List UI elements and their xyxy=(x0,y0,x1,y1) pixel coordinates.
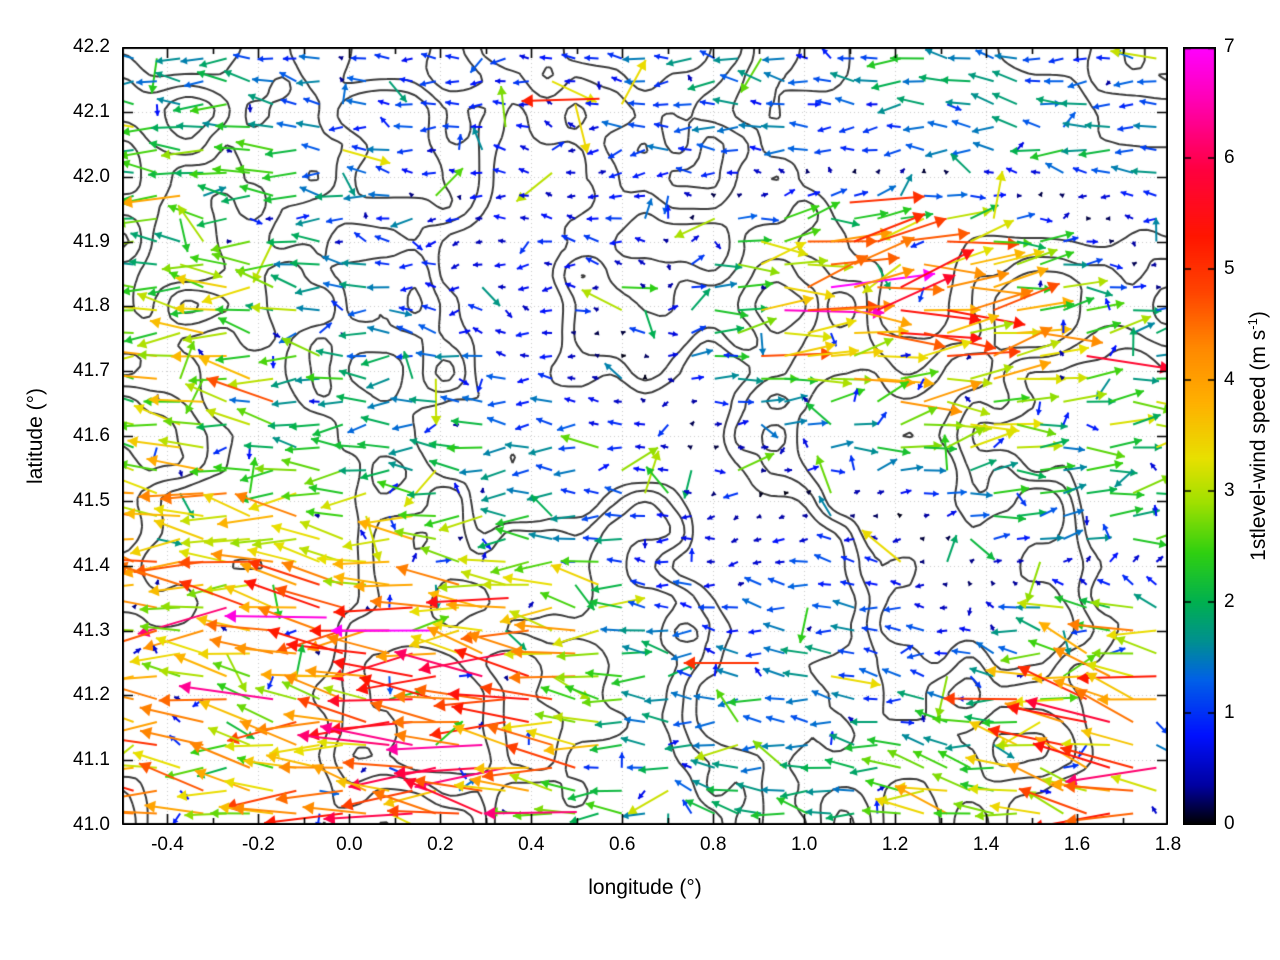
colorbar-label-close: ) xyxy=(1247,311,1270,319)
x-tick-label: 1.2 xyxy=(881,834,909,855)
colorbar-tick-label: 3 xyxy=(1224,480,1235,501)
y-tick-label: 41.6 xyxy=(73,425,110,446)
colorbar-gradient-canvas xyxy=(1183,47,1216,825)
colorbar-label: 1stlevel-wind speed (m s-1) xyxy=(1245,311,1271,561)
colorbar-label-text: 1stlevel-wind speed (m s xyxy=(1247,329,1270,561)
x-tick-label: 0.2 xyxy=(427,834,454,855)
colorbar-tick-label: 7 xyxy=(1224,36,1235,57)
x-tick-label: 1.8 xyxy=(1154,834,1182,855)
y-tick-label: 41.0 xyxy=(73,814,110,835)
x-tick-label: 1.0 xyxy=(790,834,818,855)
y-tick-label: 42.1 xyxy=(73,100,110,122)
colorbar-tick-label: 1 xyxy=(1224,702,1235,723)
y-tick-label: 41.3 xyxy=(73,619,110,641)
y-tick-label: 41.7 xyxy=(73,360,110,382)
y-tick-label: 41.1 xyxy=(73,749,110,771)
colorbar-label-superscript: -1 xyxy=(1245,318,1260,330)
colorbar-tick-label: 4 xyxy=(1224,369,1235,390)
x-tick-label: 1.4 xyxy=(972,834,1000,855)
x-tick-label: 0.0 xyxy=(336,834,363,855)
colorbar-tick-label: 2 xyxy=(1224,591,1235,612)
x-tick-label: -0.2 xyxy=(242,834,275,855)
y-tick-label: 42.2 xyxy=(73,36,110,57)
colorbar-tick-label: 6 xyxy=(1224,147,1235,168)
x-axis-label: longitude (°) xyxy=(588,876,702,899)
y-tick-label: 41.8 xyxy=(73,295,110,317)
y-tick-label: 41.2 xyxy=(73,684,110,706)
y-tick-label: 41.9 xyxy=(73,230,110,252)
colorbar-tick-label: 5 xyxy=(1224,258,1235,279)
y-tick-label: 42.0 xyxy=(73,165,110,187)
y-tick-label: 41.4 xyxy=(73,554,110,576)
colorbar-tick-label: 0 xyxy=(1224,813,1235,834)
y-tick-label: 41.5 xyxy=(73,489,110,511)
x-tick-label: 0.8 xyxy=(699,834,727,855)
x-tick-label: -0.4 xyxy=(151,834,184,855)
wind-vector-plot-canvas xyxy=(122,47,1168,825)
x-tick-label: 1.6 xyxy=(1063,834,1091,855)
x-tick-label: 0.6 xyxy=(609,834,636,855)
x-tick-label: 0.4 xyxy=(518,834,545,855)
